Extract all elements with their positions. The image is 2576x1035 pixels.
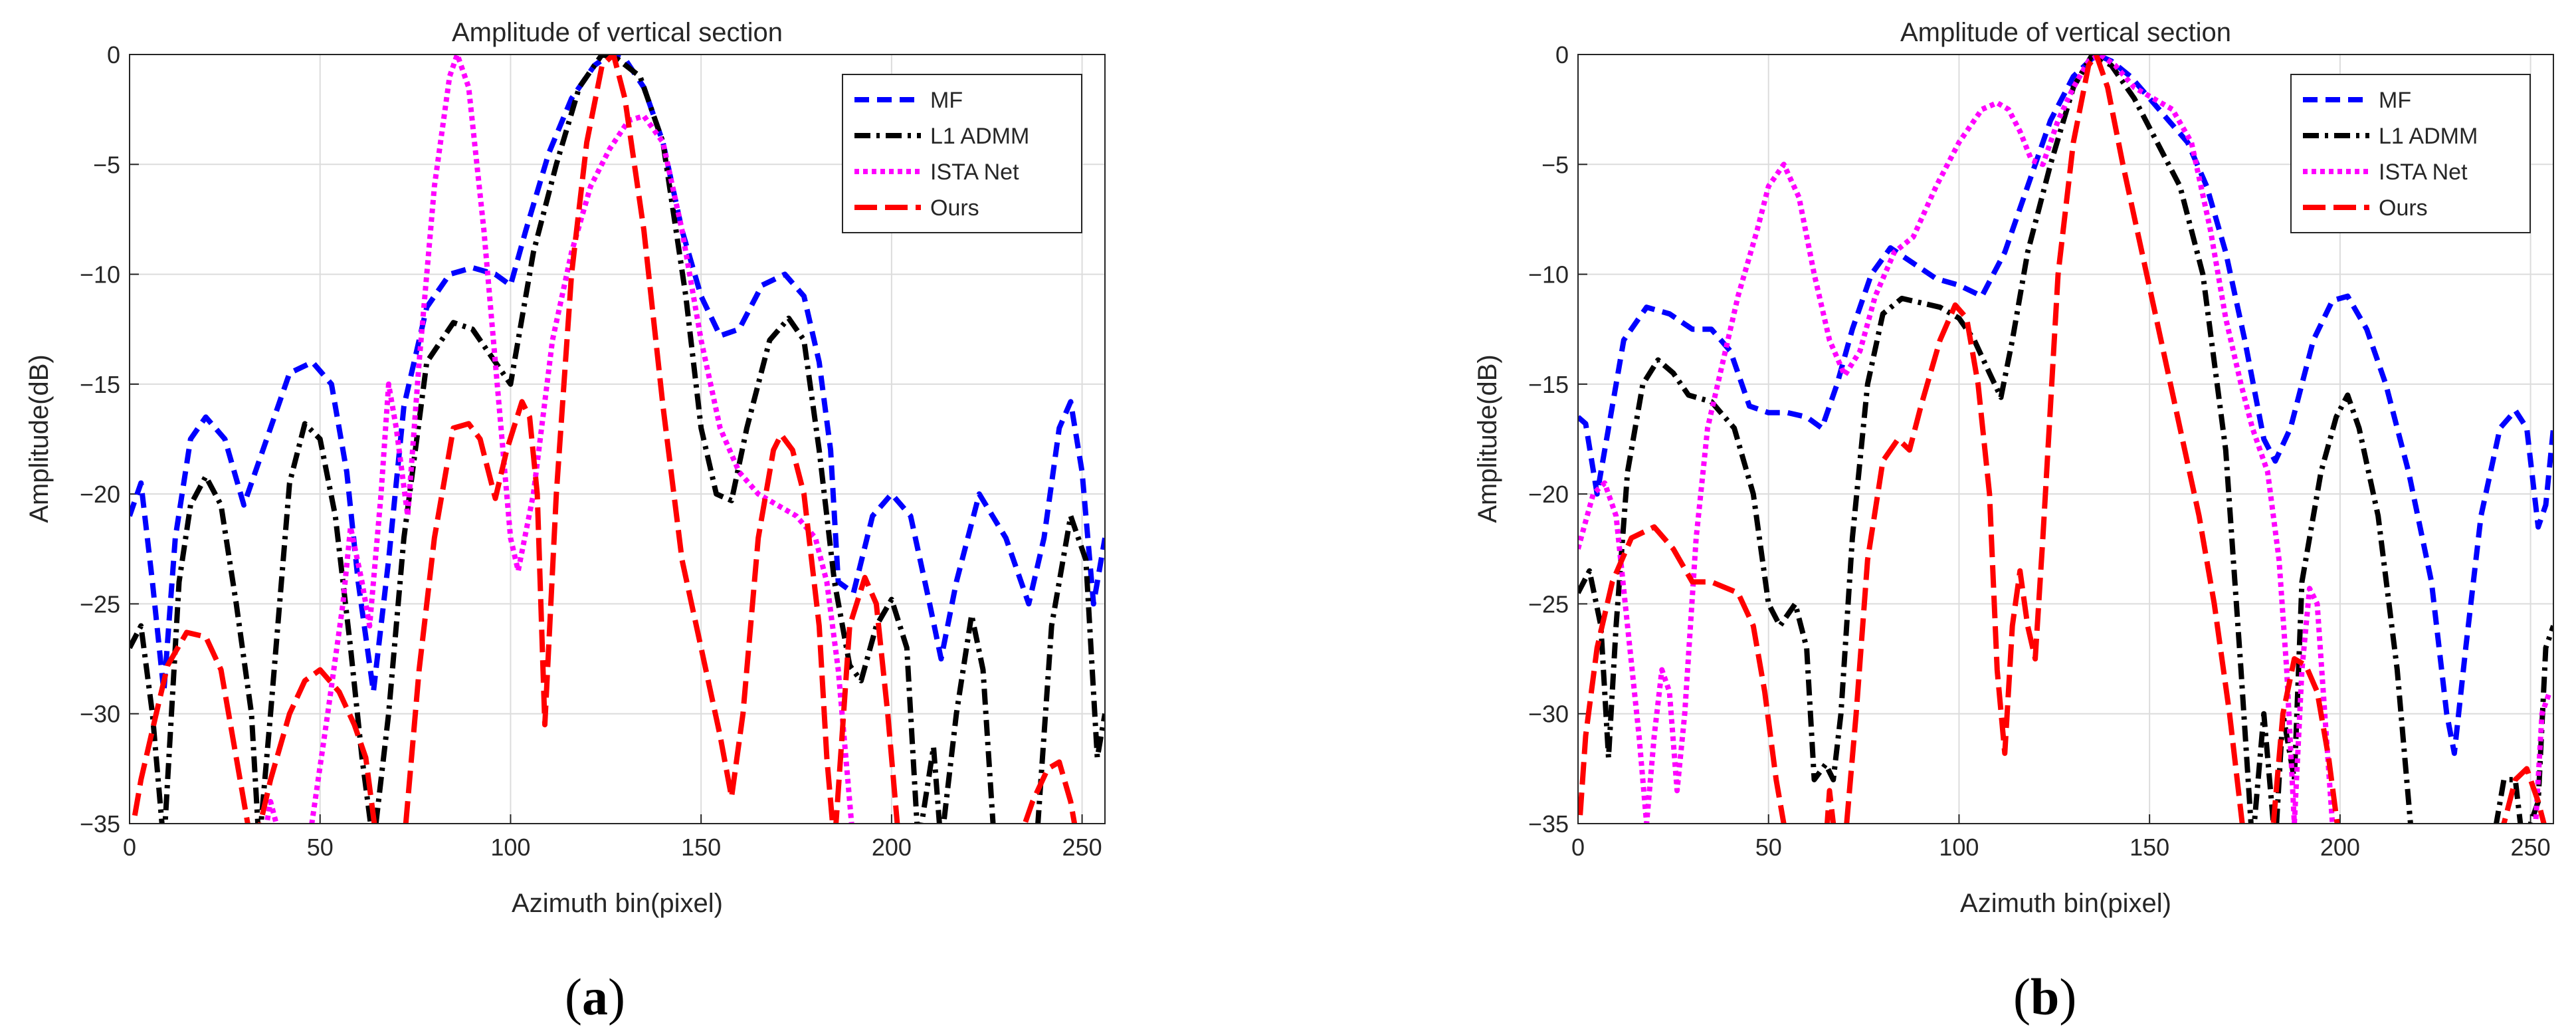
y-axis-label-b: Amplitude(dB) xyxy=(1473,354,1502,522)
legend-label: L1 ADMM xyxy=(930,124,1029,149)
y-tick-label: −10 xyxy=(80,261,120,288)
y-tick-label: −30 xyxy=(80,701,120,728)
legend-label: MF xyxy=(2379,88,2411,113)
y-tick-label: −20 xyxy=(80,481,120,508)
series-line-ours xyxy=(1578,55,2547,824)
x-tick-label: 250 xyxy=(2511,834,2551,861)
legend-label: L1 ADMM xyxy=(2379,124,2478,149)
y-tick-label: −10 xyxy=(1528,261,1569,288)
panel-label-a: (a) xyxy=(565,968,625,1026)
x-axis-label-a: Azimuth bin(pixel) xyxy=(512,889,723,918)
chart-title-a: Amplitude of vertical section xyxy=(452,18,783,47)
y-tick-label: −35 xyxy=(80,810,120,838)
x-tick-label: 50 xyxy=(307,834,334,861)
y-axis-label-a: Amplitude(dB) xyxy=(25,354,54,522)
y-tick-label: −30 xyxy=(1528,701,1569,728)
plot-frame-a xyxy=(129,54,1106,824)
plot-frame-b xyxy=(1577,54,2554,824)
chart-title-b: Amplitude of vertical section xyxy=(1900,18,2231,47)
y-tick-label: −20 xyxy=(1528,481,1569,508)
chart-panel-b: Amplitude of vertical section 0 50 100 150 2… xyxy=(1473,18,2554,918)
legend-label: ISTA Net xyxy=(2379,160,2468,185)
series-line-l1-admm xyxy=(1578,55,2553,824)
x-tick-label: 50 xyxy=(1755,834,1782,861)
y-tick-label: −15 xyxy=(80,371,120,398)
series-line-ours xyxy=(130,55,1078,824)
series-group-b xyxy=(1578,55,2553,824)
x-tick-label: 0 xyxy=(123,834,136,861)
y-ticks-b: 0 −5 −10 −15 −20 −25 −30 −35 xyxy=(1528,41,1587,838)
x-ticks-b: 0 50 100 150 200 250 xyxy=(1571,814,2551,861)
y-tick-label: −35 xyxy=(1528,810,1569,838)
legend-label: Ours xyxy=(2379,195,2428,221)
series-line-ista-net xyxy=(1578,55,2553,824)
x-tick-label: 0 xyxy=(1571,834,1585,861)
x-ticks-a: 0 50 100 150 200 250 xyxy=(123,814,1102,861)
x-tick-label: 150 xyxy=(681,834,721,861)
y-tick-label: −25 xyxy=(80,590,120,618)
series-line-ista-net xyxy=(264,55,854,824)
y-tick-label: −5 xyxy=(1541,151,1569,178)
x-tick-label: 200 xyxy=(872,834,912,861)
panel-letter-b: b xyxy=(2030,968,2060,1026)
y-tick-label: 0 xyxy=(1555,41,1569,68)
x-tick-label: 250 xyxy=(1062,834,1102,861)
legend-label: ISTA Net xyxy=(930,160,1019,185)
x-tick-label: 150 xyxy=(2130,834,2169,861)
x-axis-label-b: Azimuth bin(pixel) xyxy=(1960,889,2171,918)
chart-panel-a: Amplitude of vertical section 0 50 100 150 2… xyxy=(25,18,1106,918)
y-tick-label: −15 xyxy=(1528,371,1569,398)
y-tick-label: −25 xyxy=(1528,590,1569,618)
x-tick-label: 100 xyxy=(1939,834,1979,861)
y-tick-label: 0 xyxy=(107,41,120,68)
legend-label: Ours xyxy=(930,195,979,221)
x-tick-label: 200 xyxy=(2320,834,2360,861)
legend-label: MF xyxy=(930,88,963,113)
panel-letter-a: a xyxy=(581,968,608,1026)
y-ticks-a: 0 −5 −10 −15 −20 −25 −30 −35 xyxy=(80,41,139,838)
x-tick-label: 100 xyxy=(490,834,530,861)
series-line-mf xyxy=(130,55,1105,695)
panel-label-b: (b) xyxy=(2013,968,2077,1026)
y-tick-label: −5 xyxy=(93,151,120,178)
series-group-a xyxy=(130,55,1105,824)
legend-b: MF L1 ADMM ISTA Net Ours xyxy=(2290,74,2531,233)
legend-a: MF L1 ADMM ISTA Net Ours xyxy=(842,74,1082,233)
